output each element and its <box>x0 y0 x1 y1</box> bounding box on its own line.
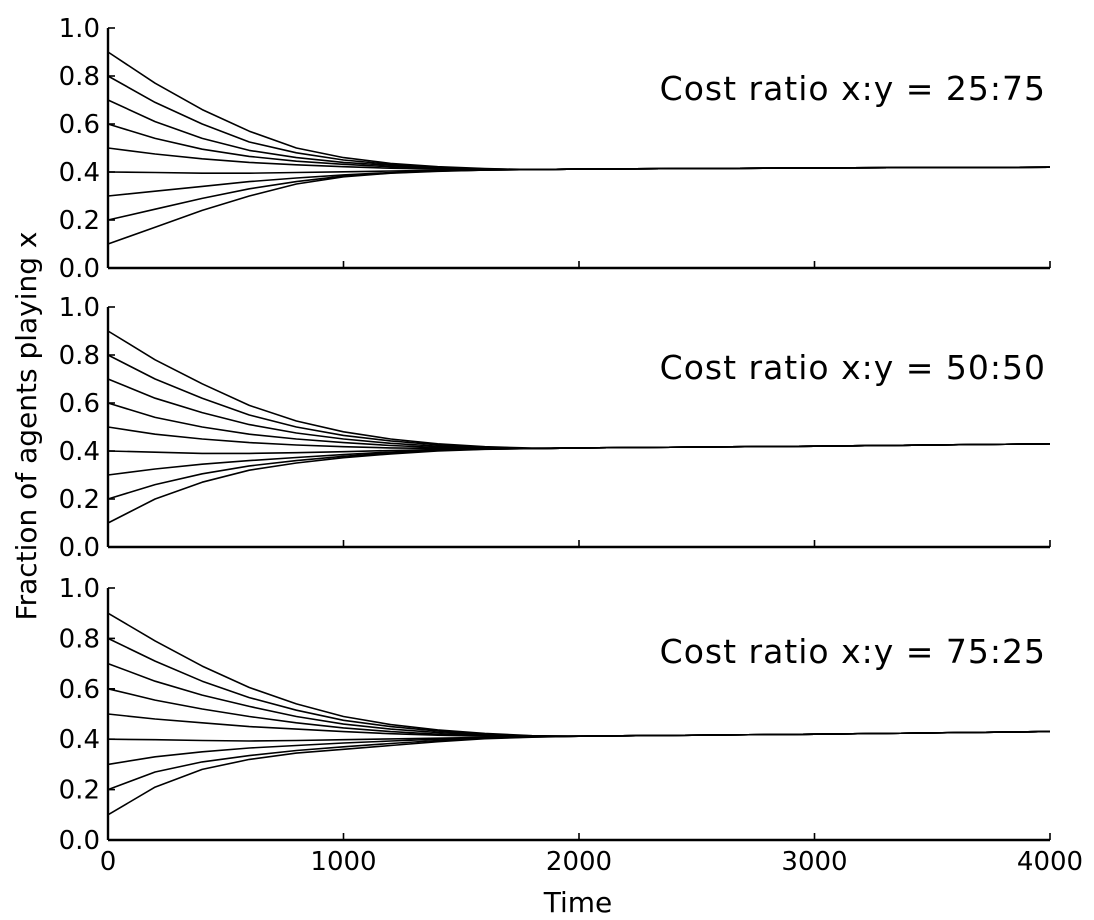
y-tick-label-bottom: 0.4 <box>59 725 100 755</box>
y-tick-label-middle: 0.0 <box>59 533 100 563</box>
y-axis-label: Fraction of agents playing x <box>10 232 43 621</box>
x-axis-label: Time <box>543 886 613 919</box>
y-tick-label-top: 1.0 <box>59 14 100 44</box>
trajectory-line-middle-0.1 <box>107 443 1051 524</box>
y-tick-label-top: 0.4 <box>59 158 100 188</box>
y-tick-label-bottom: 0.8 <box>59 624 100 654</box>
y-tick-label-bottom: 0.2 <box>59 776 100 806</box>
cost-ratio-annotation-bottom: Cost ratio x:y = 75:25 <box>660 632 1046 671</box>
y-tick-label-middle: 1.0 <box>59 293 100 323</box>
trajectory-line-middle-0.9 <box>107 330 1051 449</box>
trajectory-line-bottom-0.6 <box>107 688 1051 738</box>
trajectory-line-middle-0.6 <box>107 402 1051 450</box>
y-tick-label-bottom: 1.0 <box>59 574 100 604</box>
x-tick-label: 2000 <box>546 847 612 877</box>
cost-ratio-annotation-middle: Cost ratio x:y = 50:50 <box>660 348 1046 387</box>
panel-middle: 0.0 0.2 0.4 0.6 0.8 1.0 Cost ratio x:y = 50:50 <box>59 293 1051 563</box>
panel-bottom: 0.0 0.2 0.4 0.6 0.8 1.0 0 1000 2000 3000 4000 Cost … <box>59 574 1083 877</box>
y-tick-label-top: 0.2 <box>59 206 100 236</box>
y-tick-label-bottom: 0.0 <box>59 826 100 856</box>
trajectory-line-top-0.7 <box>107 99 1051 171</box>
y-tick-label-middle: 0.2 <box>59 485 100 515</box>
trajectory-line-top-0.9 <box>107 51 1051 171</box>
panel-top: 0.0 0.2 0.4 0.6 0.8 1.0 Cost ratio x:y = 25:75 <box>59 14 1051 284</box>
y-tick-label-bottom: 0.6 <box>59 675 100 705</box>
trajectory-line-top-0.3 <box>107 166 1051 197</box>
trajectory-line-bottom-0.1 <box>107 730 1051 816</box>
trajectory-line-bottom-0.7 <box>107 662 1051 737</box>
y-tick-label-middle: 0.6 <box>59 389 100 419</box>
x-tick-label: 4000 <box>1017 847 1083 877</box>
trajectory-line-middle-0.7 <box>107 378 1051 450</box>
y-tick-label-middle: 0.4 <box>59 437 100 467</box>
y-tick-label-top: 0.8 <box>59 62 100 92</box>
x-tick-label: 0 <box>100 847 117 877</box>
panels-group: 0.0 0.2 0.4 0.6 0.8 1.0 Cost ratio x:y = 25:75… <box>59 14 1083 877</box>
trajectory-line-top-0.5 <box>107 147 1051 171</box>
y-tick-label-top: 0.6 <box>59 110 100 140</box>
x-tick-label: 3000 <box>781 847 847 877</box>
y-tick-label-middle: 0.8 <box>59 341 100 371</box>
trajectory-line-bottom-0.9 <box>107 612 1051 737</box>
y-tick-label-top: 0.0 <box>59 254 100 284</box>
cost-ratio-annotation-top: Cost ratio x:y = 25:75 <box>660 69 1046 108</box>
trajectory-line-top-0.1 <box>107 166 1051 245</box>
trajectory-line-top-0.2 <box>107 166 1051 221</box>
x-tick-label: 1000 <box>310 847 376 877</box>
trajectory-line-middle-0.2 <box>107 443 1051 500</box>
